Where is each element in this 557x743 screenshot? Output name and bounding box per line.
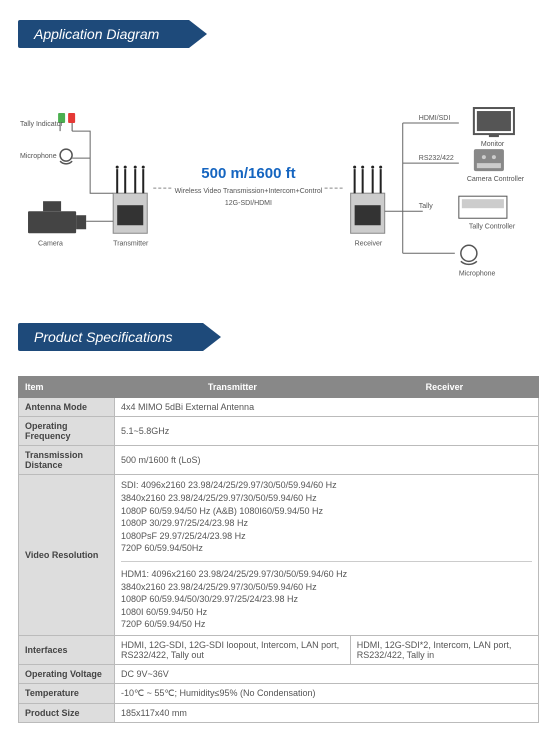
interfaces-rx: HDMI, 12G-SDI*2, Intercom, LAN port, RS2… [350,635,538,664]
spec-table: Item Transmitter Receiver Antenna Mode 4… [18,376,539,723]
row-label: Operating Frequency [19,417,115,446]
distance-text: 500 m/1600 ft [201,165,295,182]
subtitle1: Wireless Video Transmission+Intercom+Con… [175,188,323,195]
hdmi-label: HDMI/SDI [419,115,451,122]
rs232-label: RS232/422 [419,155,454,162]
row-label: Temperature [19,683,115,703]
cam-controller-label: Camera Controller [467,176,525,183]
tally-indicator-label: Tally Indicator [20,121,63,128]
section-title: Application Diagram [18,20,189,48]
receiver-icon [351,166,385,234]
section-header-specs: Product Specifications [18,323,539,351]
col-transmitter: Transmitter [115,377,351,398]
page: Application Diagram Tally Indicator Micr… [0,0,557,743]
section-header-application: Application Diagram [18,20,539,48]
row-label: Interfaces [19,635,115,664]
section-title: Product Specifications [18,323,203,351]
tally-controller-label: Tally Controller [469,223,516,230]
camera-label: Camera [38,240,63,247]
microphone-label: Microphone [20,153,57,160]
row-label: Product Size [19,703,115,722]
video-block1: SDI: 4096x2160 23.98/24/25/29.97/30/50/5… [121,479,532,555]
video-block2: HDM1: 4096x2160 23.98/24/25/29.97/30/50/… [121,561,532,631]
application-diagram: Tally Indicator Microphone Camera Transm… [18,93,539,283]
transmitter-icon [113,166,147,234]
row-value: 500 m/1600 ft (LoS) [115,446,539,475]
receiver-label: Receiver [355,240,383,247]
row-label: Transmission Distance [19,446,115,475]
row-value: DC 9V~36V [115,664,539,683]
microphone-out-label: Microphone [459,270,496,277]
row-label: Operating Voltage [19,664,115,683]
row-value: 5.1~5.8GHz [115,417,539,446]
row-value: -10℃ ~ 55℃; Humidity≤95% (No Condensatio… [115,683,539,703]
row-label: Video Resolution [19,475,115,636]
video-resolution-cell: SDI: 4096x2160 23.98/24/25/29.97/30/50/5… [115,475,539,636]
row-value: 185x117x40 mm [115,703,539,722]
interfaces-tx: HDMI, 12G-SDI, 12G-SDI loopout, Intercom… [115,635,351,664]
subtitle2: 12G-SDI/HDMI [225,200,272,207]
monitor-label: Monitor [481,141,505,148]
transmitter-label: Transmitter [113,240,149,247]
row-value: 4x4 MIMO 5dBi External Antenna [115,398,539,417]
col-receiver: Receiver [350,377,538,398]
row-label: Antenna Mode [19,398,115,417]
col-item: Item [19,377,115,398]
tally-signal-label: Tally [419,203,434,210]
